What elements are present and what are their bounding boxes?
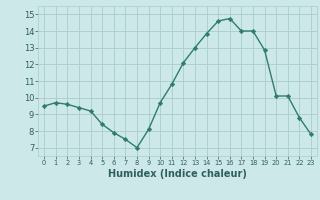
X-axis label: Humidex (Indice chaleur): Humidex (Indice chaleur)	[108, 169, 247, 179]
